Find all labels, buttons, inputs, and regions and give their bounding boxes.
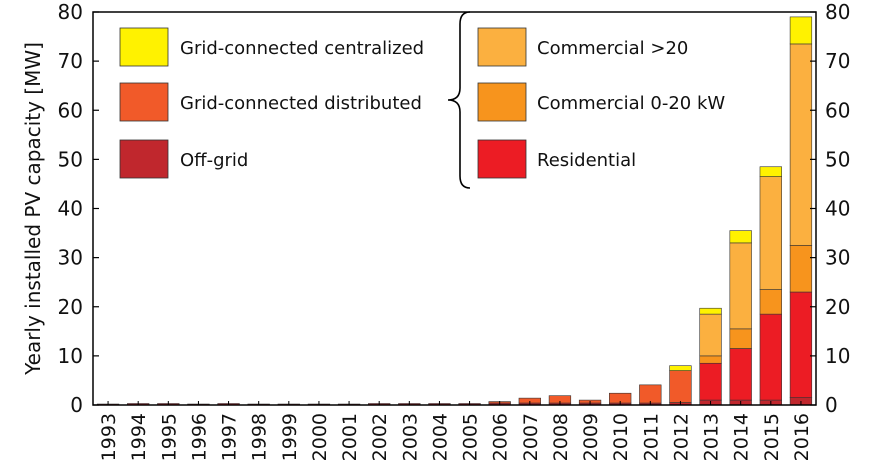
legend-swatch-commercial_gt20 bbox=[477, 27, 527, 67]
bars-group bbox=[96, 16, 813, 406]
right-tick-label: 30 bbox=[825, 246, 850, 270]
bar-centralized-2016 bbox=[789, 16, 813, 45]
legend-brace bbox=[447, 11, 471, 189]
x-tick-label-1998: 1998 bbox=[249, 413, 271, 461]
bar-residential-2013 bbox=[699, 362, 722, 401]
x-tick-label-2016: 2016 bbox=[791, 413, 813, 461]
right-tick-label: 50 bbox=[825, 147, 850, 171]
right-tick-label: 0 bbox=[825, 393, 838, 417]
legend-swatch-centralized bbox=[119, 27, 169, 67]
x-tick-label-1994: 1994 bbox=[128, 413, 150, 461]
bar-centralized-2015 bbox=[759, 166, 782, 177]
legend-swatch-residential bbox=[477, 139, 527, 179]
legend-swatch-distributed bbox=[119, 82, 169, 122]
x-tick-label-1997: 1997 bbox=[219, 413, 241, 461]
right-tick-label: 80 bbox=[825, 0, 850, 24]
bar-centralized-2013 bbox=[699, 307, 722, 315]
bar-residential-2016 bbox=[789, 291, 813, 398]
bar-centralized-2012 bbox=[669, 365, 692, 371]
left-y-axis: 0 10 20 30 40 50 60 70 80 bbox=[58, 0, 99, 417]
x-tick-label-2008: 2008 bbox=[550, 413, 572, 461]
left-tick-label: 50 bbox=[58, 147, 83, 171]
legend-swatch-offgrid bbox=[119, 139, 169, 179]
x-tick-label-2010: 2010 bbox=[610, 413, 632, 461]
x-tick-label-2009: 2009 bbox=[580, 413, 602, 461]
x-tick-label-2003: 2003 bbox=[399, 413, 421, 461]
bar-centralized-2014 bbox=[729, 230, 752, 244]
right-tick-label: 70 bbox=[825, 49, 850, 73]
x-tick-label-2007: 2007 bbox=[520, 413, 542, 461]
x-axis: 1993 1994 1995 1996 1997 1998 1999 2000 2001 2002… bbox=[98, 401, 813, 461]
left-tick-label: 10 bbox=[58, 344, 83, 368]
bar-distributed-2011 bbox=[639, 384, 662, 404]
bar-commercial_0_20-2016 bbox=[789, 245, 813, 293]
legend-swatch-commercial_0_20 bbox=[477, 82, 527, 122]
bar-commercial_0_20-2015 bbox=[759, 289, 782, 315]
legend-label-residential: Residential bbox=[537, 150, 636, 171]
x-tick-label-1993: 1993 bbox=[98, 413, 120, 461]
x-tick-label-1996: 1996 bbox=[188, 413, 210, 461]
bar-distributed-2012 bbox=[669, 370, 692, 403]
left-tick-label: 20 bbox=[58, 295, 83, 319]
legend-label-offgrid: Off-grid bbox=[180, 150, 248, 171]
bar-residential-2015 bbox=[759, 313, 782, 401]
x-tick-label-2004: 2004 bbox=[429, 413, 451, 461]
bar-commercial_gt20-2016 bbox=[789, 43, 813, 246]
x-tick-label-1999: 1999 bbox=[279, 413, 301, 461]
legend-label-centralized: Grid-connected centralized bbox=[180, 38, 424, 59]
right-tick-label: 10 bbox=[825, 344, 850, 368]
x-tick-label-1995: 1995 bbox=[158, 413, 180, 461]
bar-commercial_gt20-2015 bbox=[759, 176, 782, 290]
right-tick-label: 60 bbox=[825, 98, 850, 122]
bar-commercial_0_20-2014 bbox=[729, 328, 752, 349]
left-tick-label: 0 bbox=[70, 393, 83, 417]
bar-commercial_gt20-2013 bbox=[699, 313, 722, 357]
x-tick-label-2006: 2006 bbox=[490, 413, 512, 461]
x-tick-label-2001: 2001 bbox=[339, 413, 361, 461]
x-tick-label-2013: 2013 bbox=[701, 413, 723, 461]
x-tick-label-2015: 2015 bbox=[761, 413, 783, 461]
legend-label-distributed: Grid-connected distributed bbox=[180, 93, 422, 114]
right-y-axis: 0 10 20 30 40 50 60 70 80 bbox=[810, 0, 850, 417]
bar-commercial_0_20-2013 bbox=[699, 355, 722, 364]
bar-residential-2014 bbox=[729, 348, 752, 401]
x-tick-label-2000: 2000 bbox=[309, 413, 331, 461]
x-tick-label-2002: 2002 bbox=[369, 413, 391, 461]
left-tick-label: 80 bbox=[58, 0, 83, 24]
x-tick-label-2011: 2011 bbox=[640, 413, 662, 461]
left-tick-label: 40 bbox=[58, 197, 83, 221]
legend-label-commercial_0_20: Commercial 0-20 kW bbox=[537, 93, 725, 114]
right-tick-label: 40 bbox=[825, 197, 850, 221]
legend-label-commercial_gt20: Commercial >20 bbox=[537, 38, 688, 59]
legend: Grid-connected centralized Grid-connected… bbox=[119, 27, 725, 179]
y-axis-title: Yearly installed PV capacity [MW] bbox=[21, 42, 45, 376]
left-tick-label: 70 bbox=[58, 49, 83, 73]
x-tick-label-2005: 2005 bbox=[460, 413, 482, 461]
bar-commercial_gt20-2014 bbox=[729, 242, 752, 330]
left-tick-label: 60 bbox=[58, 98, 83, 122]
right-tick-label: 20 bbox=[825, 295, 850, 319]
x-tick-label-2014: 2014 bbox=[731, 413, 753, 461]
x-tick-label-2012: 2012 bbox=[670, 413, 692, 461]
left-tick-label: 30 bbox=[58, 246, 83, 270]
